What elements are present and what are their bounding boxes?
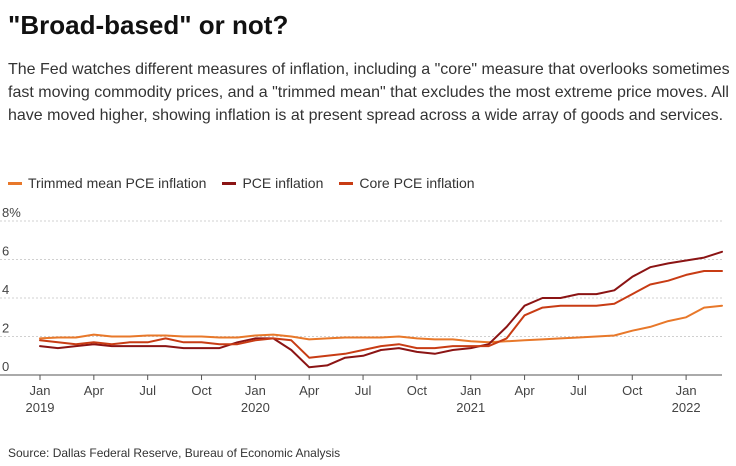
y-tick-label: 0 [2,359,9,374]
legend-label-trimmed-mean: Trimmed mean PCE inflation [28,175,207,191]
x-tick-label-month: Jan [460,383,481,398]
x-tick-label-month: Apr [514,383,535,398]
x-tick-label-month: Jan [30,383,51,398]
legend-item-pce: PCE inflation [222,175,323,191]
legend-swatch-pce [222,181,237,185]
x-tick-label-month: Jan [245,383,266,398]
y-tick-label: 4 [2,282,9,297]
legend-label-core-pce: Core PCE inflation [359,175,475,191]
legend-swatch-core-pce [339,181,354,185]
x-tick-label-month: Oct [407,383,428,398]
x-tick-label-year: 2019 [26,400,55,415]
y-tick-label: 2 [2,321,9,336]
y-tick-label: 8% [2,205,21,220]
chart-subtitle: The Fed watches different measures of in… [8,61,730,124]
x-tick-label-month: Jul [355,383,372,398]
legend-label-pce: PCE inflation [242,175,324,191]
line-chart: 0 2 4 6 8% Jan 2019 Apr Jul Oct Jan 2020 Apr Jul Oct Ja… [0,205,723,415]
x-tick-label-year: 2022 [672,400,701,415]
x-tick-label-month: Oct [622,383,643,398]
x-tick-label-year: 2021 [456,400,485,415]
x-tick-label-month: Apr [84,383,105,398]
chart-title: "Broad-based" or not? [8,10,289,40]
y-tick-label: 6 [2,244,9,259]
series-trimmed-mean-line [39,304,723,344]
legend-item-trimmed-mean: Trimmed mean PCE inflation [8,175,206,191]
x-tick-label-month: Oct [191,383,212,398]
legend-item-core-pce: Core PCE inflation [339,175,475,191]
x-tick-label-month: Apr [299,383,320,398]
x-tick-label-month: Jul [570,383,587,398]
x-tick-label-month: Jul [139,383,156,398]
x-tick-label-year: 2020 [241,400,270,415]
legend-swatch-trimmed-mean [8,181,22,185]
series-core-pce-line [39,270,723,359]
chart-source: Source: Dallas Federal Reserve, Bureau o… [8,446,341,460]
series-pce-line [39,250,723,369]
x-tick-label-month: Jan [676,383,697,398]
chart-legend: Trimmed mean PCE inflation PCE inflation… [8,175,491,191]
